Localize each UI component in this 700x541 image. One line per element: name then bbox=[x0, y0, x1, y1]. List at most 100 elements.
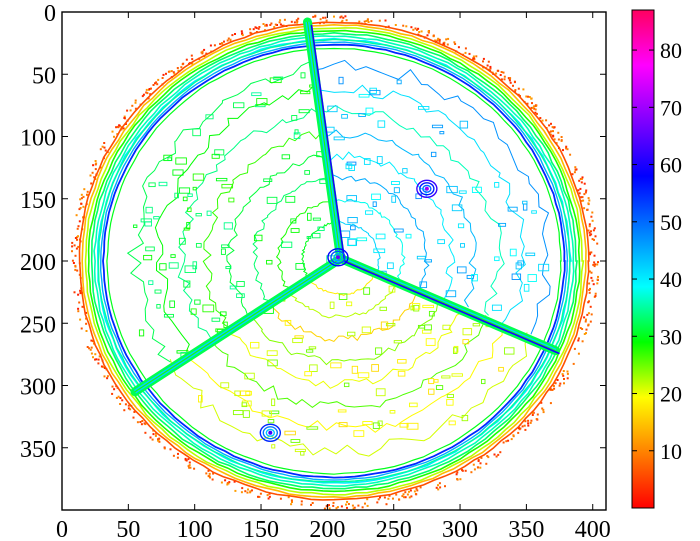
rim-noise bbox=[439, 486, 442, 489]
rim-noise bbox=[336, 506, 339, 509]
contour-blob bbox=[178, 237, 186, 245]
rim-contour bbox=[93, 35, 575, 487]
rim-noise bbox=[403, 496, 406, 499]
contour-blob bbox=[186, 222, 191, 230]
hotspot-0 bbox=[422, 184, 432, 193]
sector-contour-upper-right bbox=[316, 84, 526, 325]
contour-blob bbox=[170, 254, 176, 258]
rim-noise bbox=[290, 20, 293, 23]
rim-noise bbox=[189, 466, 192, 469]
contour-blob bbox=[251, 92, 262, 97]
contour-blob bbox=[451, 204, 463, 212]
rim-noise bbox=[585, 332, 587, 335]
contour-blob bbox=[460, 243, 465, 248]
rim-noise bbox=[144, 423, 147, 426]
rim-noise bbox=[561, 373, 564, 376]
rim-noise bbox=[366, 504, 369, 507]
rim-noise bbox=[590, 233, 593, 236]
contour-blob bbox=[154, 289, 162, 294]
rim-noise bbox=[477, 460, 480, 462]
rim-noise bbox=[78, 208, 81, 211]
rim-noise bbox=[184, 457, 187, 460]
contour-blob bbox=[285, 195, 296, 203]
rim-noise bbox=[311, 502, 314, 504]
contour-blob bbox=[356, 237, 368, 242]
rim-noise bbox=[556, 379, 559, 381]
sector-contour-upper-right bbox=[322, 129, 477, 308]
rim-noise bbox=[394, 24, 397, 26]
rim-noise bbox=[486, 455, 489, 457]
contour-blob bbox=[176, 350, 189, 354]
rim-noise bbox=[95, 358, 98, 361]
rim-noise bbox=[592, 263, 595, 266]
rim-noise bbox=[500, 78, 503, 81]
rim-noise bbox=[552, 134, 555, 137]
rim-noise bbox=[517, 431, 520, 434]
rim-noise bbox=[472, 55, 475, 58]
rim-noise bbox=[497, 69, 500, 72]
rim-noise bbox=[581, 340, 584, 343]
rim-noise bbox=[111, 392, 114, 395]
rim-noise bbox=[489, 67, 492, 70]
rim-noise bbox=[117, 126, 120, 129]
rim-noise bbox=[529, 421, 532, 424]
rim-noise bbox=[324, 16, 327, 19]
contour-blob bbox=[448, 420, 456, 426]
rim-noise bbox=[591, 279, 594, 282]
rim-noise bbox=[115, 396, 118, 399]
colorbar-tick-label: 10 bbox=[660, 439, 682, 464]
rim-noise bbox=[265, 23, 268, 26]
rim-noise bbox=[155, 81, 158, 84]
rim-noise bbox=[73, 244, 76, 247]
rim-noise bbox=[219, 42, 222, 45]
rim-noise bbox=[363, 20, 366, 23]
rim-noise bbox=[290, 499, 293, 502]
contour-blob bbox=[397, 370, 406, 377]
rim-noise bbox=[587, 202, 590, 205]
sector-contour-bottom bbox=[209, 315, 487, 409]
contour-blob bbox=[446, 185, 458, 194]
contour-blob bbox=[527, 274, 537, 282]
rim-noise bbox=[255, 27, 258, 29]
rim-noise bbox=[227, 37, 230, 40]
contour-blob bbox=[300, 451, 305, 456]
rim-noise bbox=[115, 126, 118, 129]
rim-noise bbox=[592, 229, 595, 232]
contour-blob bbox=[441, 375, 451, 379]
rim-noise bbox=[106, 375, 109, 378]
contour-blob bbox=[458, 190, 467, 194]
rim-noise bbox=[213, 44, 216, 47]
rim-noise bbox=[134, 101, 137, 104]
rim-noise bbox=[207, 469, 210, 472]
rim-noise bbox=[563, 378, 565, 380]
rim-noise bbox=[172, 454, 175, 457]
contour-blob bbox=[385, 323, 396, 327]
contour-blob bbox=[202, 304, 215, 313]
rim-noise bbox=[279, 497, 282, 500]
hotspot-core-2 bbox=[335, 255, 340, 260]
rim-noise bbox=[345, 19, 348, 22]
hotspot-0 bbox=[419, 182, 435, 196]
rim-noise bbox=[566, 377, 569, 380]
sector-contour-bottom bbox=[265, 290, 421, 342]
rim-noise bbox=[531, 106, 534, 109]
rim-noise bbox=[367, 21, 370, 23]
rim-noise bbox=[588, 282, 591, 285]
rim-noise bbox=[578, 192, 581, 195]
rim-noise bbox=[92, 356, 94, 359]
rim-noise bbox=[437, 488, 440, 491]
rim-noise bbox=[328, 507, 331, 510]
rim-noise bbox=[482, 60, 484, 63]
rim-noise bbox=[519, 427, 522, 430]
rim-noise bbox=[88, 347, 91, 350]
rim-noise bbox=[499, 74, 502, 76]
contour-blob bbox=[511, 273, 522, 280]
contour-blob bbox=[397, 359, 407, 364]
rim-noise bbox=[596, 278, 599, 281]
rim-noise bbox=[404, 496, 407, 499]
rim-noise bbox=[78, 301, 81, 304]
rim-noise bbox=[535, 418, 538, 420]
rim-noise bbox=[366, 19, 369, 22]
spoke-edge-0 bbox=[306, 21, 342, 259]
y-tick-label: 0 bbox=[44, 1, 56, 27]
